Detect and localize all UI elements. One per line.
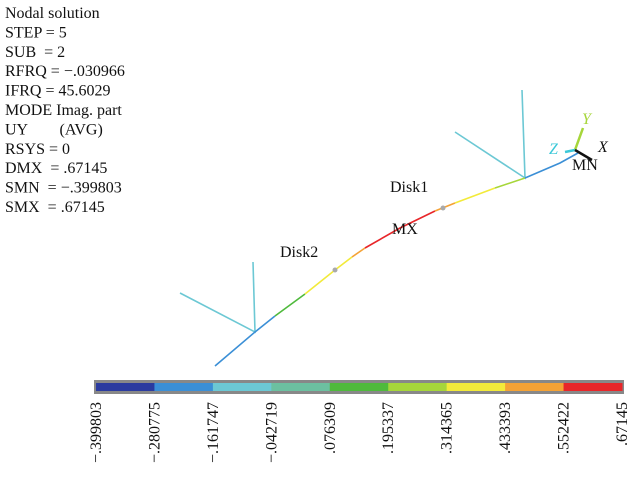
legend-label: .195337 <box>380 402 397 454</box>
info-line: SMN = −.399803 <box>5 180 122 197</box>
support <box>455 90 525 178</box>
info-panel: Nodal solution STEP = 5 SUB = 2 RFRQ = −.03… <box>5 5 125 216</box>
beam <box>215 316 275 366</box>
support <box>180 262 255 332</box>
disk-node <box>441 206 446 211</box>
legend-swatch <box>505 383 564 391</box>
beam <box>275 294 305 316</box>
legend-label: .433393 <box>497 402 514 454</box>
info-line: IFRQ = 45.6029 <box>5 83 110 100</box>
beam <box>455 188 495 203</box>
label: Disk1 <box>390 179 428 196</box>
legend-label: −.399803 <box>88 402 105 463</box>
triad-label: Y <box>582 111 593 128</box>
legend: −.399803 −.280775 −.161747 −.042719 .076309.… <box>88 380 627 463</box>
screen: Nodal solution STEP = 5 SUB = 2 RFRQ = −.03… <box>0 0 627 485</box>
legend-label: −.042719 <box>263 402 280 463</box>
triad-axis <box>565 150 575 152</box>
info-line: STEP = 5 <box>5 24 67 41</box>
legend-label: −.280775 <box>146 402 163 463</box>
beam <box>352 248 365 257</box>
model <box>180 90 592 366</box>
info-line: DMX = .67145 <box>5 160 107 177</box>
legend-swatch <box>388 383 447 391</box>
legend-swatch <box>213 383 272 391</box>
triad-label: Z <box>549 141 559 158</box>
triad-label: X <box>597 139 609 156</box>
beam <box>495 178 525 188</box>
disk-node <box>333 268 338 273</box>
legend-label: .67145 <box>614 402 627 446</box>
legend-label: .076309 <box>322 402 339 454</box>
info-line: RSYS = 0 <box>5 141 70 158</box>
legend-label: .314365 <box>439 402 456 454</box>
info-line: SUB = 2 <box>5 44 65 61</box>
beam <box>305 257 352 294</box>
legend-label: .552422 <box>556 402 573 454</box>
legend-label: −.161747 <box>205 402 222 463</box>
legend-swatch <box>154 383 213 391</box>
legend-swatch <box>96 383 155 391</box>
legend-swatch <box>447 383 506 391</box>
info-line: SMX = .67145 <box>5 199 105 216</box>
legend-swatch <box>564 383 623 391</box>
info-line: RFRQ = −.030966 <box>5 63 125 80</box>
label: Disk2 <box>280 244 318 261</box>
info-line: UY (AVG) <box>5 121 103 138</box>
label: MX <box>392 221 418 238</box>
label: MN <box>572 157 598 174</box>
info-line: Nodal solution <box>5 5 100 22</box>
legend-swatch <box>330 383 389 391</box>
info-line: MODE Imag. part <box>5 102 122 119</box>
legend-swatch <box>271 383 330 391</box>
triad-axis <box>575 128 583 150</box>
